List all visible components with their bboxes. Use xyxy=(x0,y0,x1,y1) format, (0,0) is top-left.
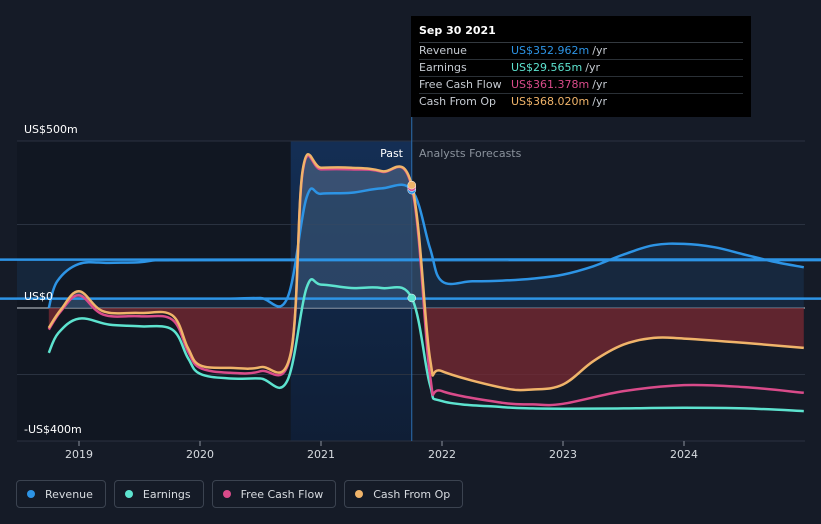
tooltip-unit: /yr xyxy=(585,61,600,74)
tooltip-unit: /yr xyxy=(592,44,607,57)
x-tick-label: 2024 xyxy=(670,448,698,461)
x-tick-label: 2022 xyxy=(428,448,456,461)
x-tick-label: 2019 xyxy=(65,448,93,461)
tooltip-label: Free Cash Flow xyxy=(419,78,502,91)
x-tick-label: 2021 xyxy=(307,448,335,461)
tooltip-value: US$368.020m xyxy=(511,95,590,108)
legend-label: Earnings xyxy=(142,487,191,501)
legend-label: Revenue xyxy=(45,487,93,501)
series-marker-earnings xyxy=(407,293,416,303)
chart-markers xyxy=(407,180,416,303)
tooltip-label: Cash From Op xyxy=(419,95,497,108)
legend-label: Free Cash Flow xyxy=(240,487,324,501)
forecast-label: Analysts Forecasts xyxy=(419,147,522,160)
legend-item-cash-from-op[interactable]: Cash From Op xyxy=(344,480,464,508)
chart-areas xyxy=(17,154,805,391)
legend-item-free-cash-flow[interactable]: Free Cash Flow xyxy=(211,480,337,508)
series-line-earnings xyxy=(47,278,804,413)
tooltip-unit: /yr xyxy=(592,95,607,108)
tooltip-row-free-cash-flow: Free Cash Flow US$361.378m /yr xyxy=(419,77,743,94)
y-tick-label-zero: US$0 xyxy=(24,290,53,303)
past-label: Past xyxy=(380,147,404,160)
tooltip-label: Revenue xyxy=(419,44,467,57)
tooltip-value: US$29.565m xyxy=(511,61,583,74)
tooltip-unit: /yr xyxy=(592,78,607,91)
y-axis: US$500m US$0 -US$400m xyxy=(24,123,82,436)
series-line-cash-from-op xyxy=(47,152,804,392)
legend-dot-icon xyxy=(27,490,35,498)
chart-lines xyxy=(0,152,821,413)
series-line-free-cash-flow xyxy=(47,154,804,407)
tooltip-value: US$361.378m xyxy=(511,78,590,91)
tooltip-row-earnings: Earnings US$29.565m /yr xyxy=(419,60,743,77)
x-tick-label: 2023 xyxy=(549,448,577,461)
y-tick-label-top: US$500m xyxy=(24,123,78,136)
tooltip-row-cash-from-op: Cash From Op US$368.020m /yr xyxy=(419,94,743,110)
legend-item-revenue[interactable]: Revenue xyxy=(16,480,106,508)
negative-area xyxy=(48,308,804,391)
legend-item-earnings[interactable]: Earnings xyxy=(113,480,204,508)
tooltip-value: US$352.962m xyxy=(511,44,590,57)
x-axis: 2019 2020 2021 2022 2023 2024 xyxy=(65,441,698,461)
tooltip-date: Sep 30 2021 xyxy=(419,24,743,43)
tooltip-row-revenue: Revenue US$352.962m /yr xyxy=(419,43,743,60)
legend-label: Cash From Op xyxy=(373,487,451,501)
legend: Revenue Earnings Free Cash Flow Cash Fro… xyxy=(16,480,464,508)
series-marker-cash-from-op xyxy=(407,180,416,190)
y-tick-label-bottom: -US$400m xyxy=(24,423,82,436)
legend-dot-icon xyxy=(124,490,133,498)
tooltip: Sep 30 2021 Revenue US$352.962m /yr Earn… xyxy=(411,16,751,117)
x-tick-label: 2020 xyxy=(186,448,214,461)
legend-dot-icon xyxy=(355,490,364,498)
legend-dot-icon xyxy=(222,490,231,498)
tooltip-label: Earnings xyxy=(419,61,467,74)
